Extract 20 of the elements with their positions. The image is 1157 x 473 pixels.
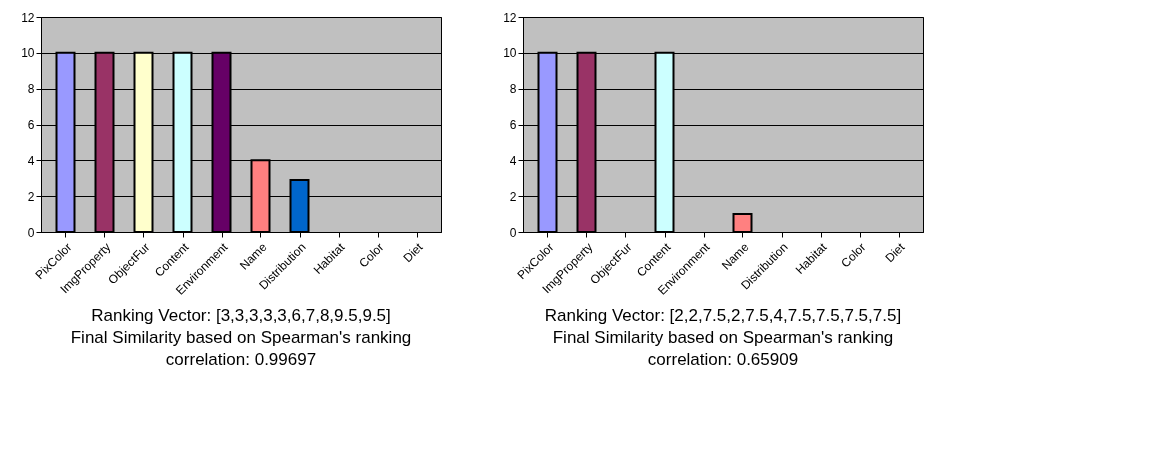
y-tick-label: 12: [503, 10, 517, 25]
x-tick-label: Diet: [882, 239, 908, 266]
y-tick-label: 10: [21, 46, 35, 61]
x-tick-label: Diet: [400, 239, 426, 266]
y-tick-label: 10: [503, 46, 517, 61]
y-tick-label: 6: [509, 118, 517, 132]
y-tick-label: 2: [27, 189, 35, 204]
text: Ranking Vector: [2,2,7.5,2,7.5,4,7.5,7.5,7.5,7.5]: [544, 306, 902, 326]
y-tick-label: 0: [27, 225, 35, 240]
y-tick-label: 4: [509, 153, 517, 168]
y-tick-label: 0: [509, 225, 517, 240]
text: Ranking Vector: [3,3,3,3,3,6,7,8,9.5,9.5]: [91, 306, 391, 326]
y-tick-label: 2: [509, 189, 517, 204]
y-tick-label: 4: [27, 153, 35, 168]
text: Final Similarity based on Spearman's ranking correlation: 0.65909: [552, 328, 894, 370]
text: Final Similarity based on Spearman's ranking correlation: 0.99697: [70, 328, 412, 370]
y-tick-label: 8: [509, 82, 517, 97]
y-tick-label: 6: [27, 118, 35, 132]
y-tick-label: 8: [27, 82, 35, 97]
y-tick-label: 12: [21, 10, 35, 25]
